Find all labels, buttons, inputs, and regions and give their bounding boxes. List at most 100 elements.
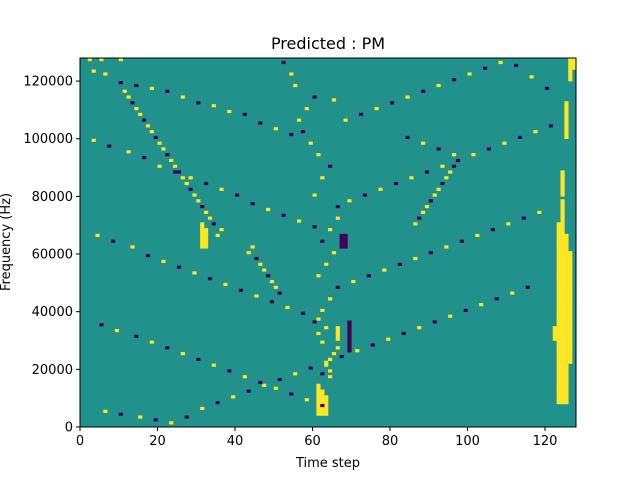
heatmap-cell [324,403,329,408]
heatmap-cell [568,314,573,318]
heatmap-cell [560,199,565,203]
heatmap-cell [223,282,228,287]
heatmap-cell [157,164,162,168]
heatmap-cell [498,60,503,65]
heatmap-cell [343,245,348,249]
heatmap-cell [347,328,352,333]
heatmap-cell [560,343,565,347]
heatmap-cell [560,363,565,367]
heatmap-cell [324,398,329,402]
heatmap-cell [568,328,573,333]
heatmap-cell [390,101,395,105]
heatmap-cell [564,360,569,364]
heatmap-cell [568,285,573,289]
heatmap-cell [339,354,344,359]
heatmap-cell [568,282,573,287]
heatmap-cell [316,274,321,278]
heatmap-cell [564,337,569,341]
heatmap-cell [560,346,565,350]
heatmap-cell [316,395,321,399]
heatmap-cell [204,230,209,235]
heatmap-cell [560,205,565,209]
heatmap-cell [277,377,282,382]
heatmap-cell [568,69,573,73]
heatmap-cell [564,245,569,249]
heatmap-cell [564,132,569,137]
heatmap-cell [556,311,561,315]
heatmap-cell [564,279,569,284]
heatmap-cell [568,357,573,361]
heatmap-cell [564,303,569,307]
y-tick-label: 100000 [23,132,73,147]
heatmap-cell [529,75,534,79]
heatmap-cell [552,337,557,341]
heatmap-cell [564,121,569,125]
heatmap-cell [556,366,561,370]
heatmap-cell [564,331,569,336]
heatmap-cell [200,406,205,410]
heatmap-cell [246,251,251,255]
heatmap-cell [417,326,422,330]
heatmap-cell [560,254,565,258]
heatmap-cell [339,242,344,246]
heatmap-cell [568,262,573,266]
heatmap-cell [568,331,573,336]
heatmap-cell [180,352,185,356]
heatmap-cell [560,389,565,393]
heatmap-cell [556,282,561,287]
heatmap-cell [250,245,255,249]
heatmap-cell [560,352,565,356]
heatmap-cell [564,363,569,367]
heatmap-cell [231,395,236,399]
heatmap-cell [153,135,158,140]
heatmap-cell [149,86,154,91]
heatmap-cell [564,236,569,240]
heatmap-cell [568,346,573,350]
heatmap-cell [560,288,565,292]
heatmap-cell [242,375,247,379]
heatmap-cell [564,248,569,252]
heatmap-cell [556,274,561,278]
heatmap-cell [393,181,399,186]
heatmap-cell [107,144,112,148]
heatmap-cell [324,401,329,405]
heatmap-cell [556,317,561,321]
heatmap-cell [564,352,569,356]
heatmap-cell [118,58,123,62]
heatmap-cell [560,357,565,361]
heatmap-cell [138,415,143,419]
x-tick-label: 0 [76,434,84,449]
heatmap-cell [564,262,569,266]
heatmap-cell [347,320,352,324]
heatmap-cell [335,285,340,289]
heatmap-cell [556,375,561,379]
heatmap-cell [560,323,565,327]
heatmap-cell [560,291,565,295]
heatmap-cell [564,274,569,278]
x-tick-label: 80 [382,434,399,449]
heatmap-cell [118,412,123,416]
heatmap-cell [130,245,135,249]
heatmap-cell [269,279,275,284]
heatmap-cell [320,398,325,402]
heatmap-cell [207,216,213,220]
heatmap-cell [219,187,224,191]
plot-frame [79,57,577,428]
heatmap-cell [142,118,147,122]
heatmap-cell [568,360,573,364]
heatmap-cell [568,254,573,258]
heatmap-cell [145,254,151,258]
heatmap-cell [347,349,352,353]
heatmap-cell [502,141,507,145]
heatmap-cell [556,305,561,310]
heatmap-cell [560,268,565,272]
heatmap-cell [196,199,201,203]
heatmap-cell [269,300,275,304]
heatmap-cell [238,288,244,292]
heatmap-cell [204,236,209,240]
heatmap-cell [564,118,569,122]
heatmap-cell [568,259,573,263]
heatmap-cell [339,239,344,243]
heatmap-cell [266,274,271,278]
heatmap-cell [556,256,561,261]
